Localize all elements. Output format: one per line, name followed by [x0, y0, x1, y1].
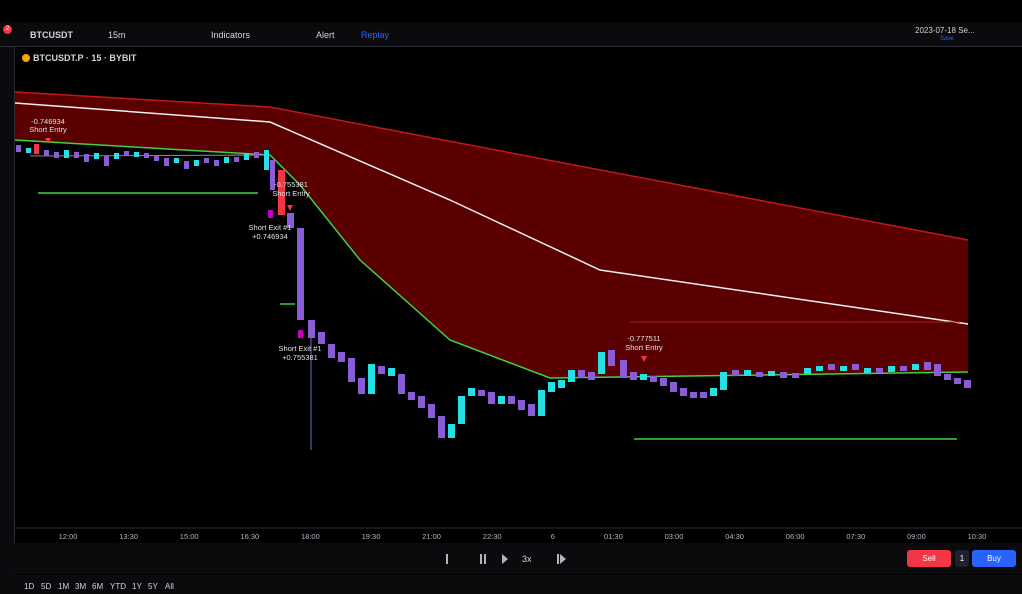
annotation-label: Short Exit #1 [248, 223, 292, 232]
annotation-value: -0.777511 [627, 334, 661, 343]
legend-symbol: BTCUSDT.P · 15 · BYBIT [33, 53, 137, 63]
entry-arrows [45, 138, 647, 362]
exchange-icon [22, 54, 30, 62]
entry-line [29, 154, 271, 157]
range-button[interactable]: 1D [24, 582, 35, 591]
time-label: 15:00 [179, 532, 199, 541]
time-label: 07:30 [846, 532, 866, 541]
time-label: 16:30 [240, 532, 260, 541]
bottom-bar [0, 575, 1022, 594]
range-button[interactable]: YTD [110, 582, 126, 591]
time-label: 21:00 [422, 532, 441, 541]
annotation-value: +0.755381 [282, 353, 318, 362]
annotation-value: +0.746934 [252, 232, 288, 241]
annotation-label: Short Entry [625, 343, 663, 352]
time-label: 10:30 [967, 532, 987, 541]
interval[interactable]: 15m [108, 30, 126, 40]
range-button[interactable]: 1Y [132, 582, 142, 591]
annotation-label: Short Entry [272, 189, 310, 198]
ma-line [14, 102, 969, 325]
replay-bar [14, 543, 1022, 574]
stop-lines [38, 192, 957, 440]
band-upper [14, 91, 969, 241]
annotation-label: Short Entry [29, 125, 67, 134]
exit-markers [268, 210, 303, 338]
symbol-search[interactable]: BTCUSDT [30, 30, 73, 40]
annotation-label: Short Exit #1 [278, 344, 322, 353]
quantity[interactable]: 1 [955, 550, 969, 567]
range-button[interactable]: 5D [41, 582, 52, 591]
replay-speed[interactable]: 3x [522, 554, 532, 564]
time-label: 18:00 [301, 532, 320, 541]
range-button[interactable]: 6M [92, 582, 104, 591]
candles [16, 144, 971, 450]
range-button[interactable]: All [165, 582, 174, 591]
range-button[interactable]: 5Y [148, 582, 158, 591]
layout-name[interactable]: 2023-07-18 Se... [915, 26, 975, 35]
replay-button[interactable]: Replay [361, 30, 390, 40]
time-label: 19:30 [361, 532, 381, 541]
alert-button[interactable]: Alert [316, 30, 335, 40]
badge: 2 [3, 25, 12, 34]
time-label: 09:00 [907, 532, 926, 541]
time-label: 13:30 [119, 532, 138, 541]
time-label: 6 [550, 532, 555, 541]
time-label: 22:30 [482, 532, 502, 541]
time-label: 12:00 [58, 532, 78, 541]
annotation-value: -0.755381 [274, 180, 308, 189]
range-button[interactable]: 1M [58, 582, 70, 591]
left-toolbar [0, 47, 15, 575]
time-label: 01:30 [604, 532, 623, 541]
replay-controls[interactable] [446, 554, 566, 564]
indicators-button[interactable]: Indicators [211, 30, 251, 40]
top-bar [0, 22, 1022, 47]
time-label: 03:00 [664, 532, 684, 541]
layout-status: Save [940, 36, 954, 42]
range-button[interactable]: 3M [75, 582, 87, 591]
band-fill [15, 92, 968, 378]
annotation-value: -0.746934 [31, 117, 65, 126]
time-label: 04:30 [725, 532, 744, 541]
time-label: 06:00 [785, 532, 805, 541]
buy-button[interactable]: Buy [972, 550, 1016, 567]
sell-button[interactable]: Sell [907, 550, 951, 567]
